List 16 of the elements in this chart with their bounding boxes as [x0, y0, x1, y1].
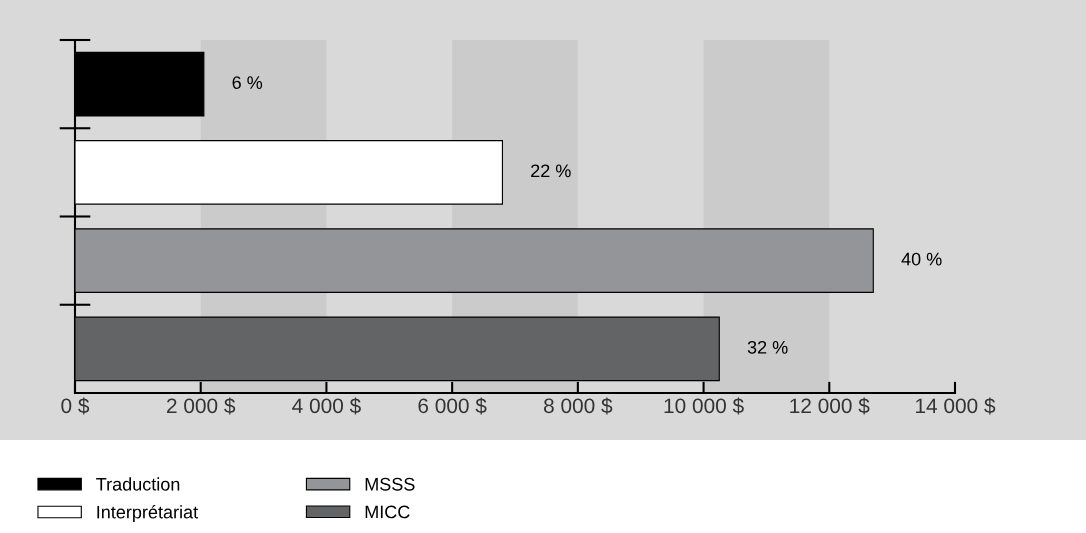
- text: 32 %: [747, 340, 788, 354]
- text: 40 %: [901, 252, 942, 266]
- text: 22 %: [531, 164, 571, 178]
- legend-label: MICC: [365, 505, 410, 519]
- legend-label: Interprétariat: [97, 505, 198, 523]
- legend-label: MSSS: [365, 477, 415, 491]
- x-tick-label: 14 000 $: [916, 397, 996, 415]
- x-tick-label: 6 000 $: [418, 397, 487, 415]
- x-tick-label: 2 000 $: [167, 397, 236, 415]
- text: 6 %: [232, 76, 263, 89]
- x-tick-label: 8 000 $: [544, 397, 613, 415]
- x-tick-label: 0 $: [61, 397, 90, 415]
- x-tick-label: 12 000 $: [790, 397, 870, 415]
- x-tick-label: 4 000 $: [292, 397, 361, 415]
- legend-label: Traduction: [96, 477, 180, 491]
- x-tick-label: 10 000 $: [664, 397, 744, 415]
